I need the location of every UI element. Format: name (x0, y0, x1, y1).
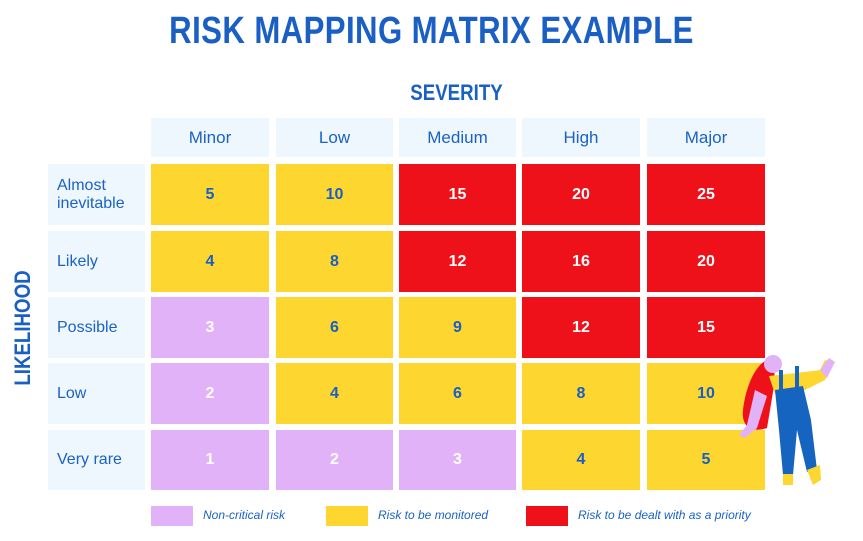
risk-cell: 3 (399, 430, 516, 490)
risk-cell: 16 (522, 231, 640, 292)
row-label: Likely (48, 231, 145, 292)
risk-cell: 6 (399, 363, 516, 424)
column-header: Medium (399, 118, 516, 157)
column-header: Low (276, 118, 393, 157)
risk-cell: 15 (647, 297, 765, 358)
risk-cell: 10 (276, 164, 393, 225)
row-label: Possible (48, 297, 145, 358)
risk-cell: 3 (151, 297, 269, 358)
column-header: Major (647, 118, 765, 157)
risk-cell: 15 (399, 164, 516, 225)
risk-cell: 10 (647, 363, 765, 424)
column-header: Minor (151, 118, 269, 157)
risk-cell: 4 (276, 363, 393, 424)
risk-cell: 4 (522, 430, 640, 490)
row-label: Low (48, 363, 145, 424)
risk-cell: 1 (151, 430, 269, 490)
legend-label: Risk to be monitored (378, 508, 489, 522)
legend-label: Non-critical risk (203, 508, 286, 522)
legend-swatch-low (151, 506, 193, 526)
column-header: High (522, 118, 640, 157)
row-label: Very rare (48, 430, 145, 490)
row-label: Almost inevitable (48, 164, 145, 225)
risk-cell: 8 (276, 231, 393, 292)
risk-cell: 20 (647, 231, 765, 292)
legend-label: Risk to be dealt with as a priority (578, 508, 751, 522)
severity-axis-label: SEVERITY (410, 80, 503, 105)
risk-cell: 6 (276, 297, 393, 358)
risk-cell: 2 (151, 363, 269, 424)
risk-cell: 20 (522, 164, 640, 225)
risk-cell: 12 (399, 231, 516, 292)
likelihood-axis-label: LIKELIHOOD (10, 270, 35, 386)
legend-swatch-mid (326, 506, 368, 526)
risk-cell: 9 (399, 297, 516, 358)
risk-cell: 2 (276, 430, 393, 490)
risk-cell: 12 (522, 297, 640, 358)
risk-cell: 5 (151, 164, 269, 225)
risk-cell: 4 (151, 231, 269, 292)
risk-cell: 25 (647, 164, 765, 225)
page-title: RISK MAPPING MATRIX EXAMPLE (169, 10, 694, 52)
woman-illustration (739, 355, 835, 485)
risk-cell: 8 (522, 363, 640, 424)
risk-cell: 5 (647, 430, 765, 490)
legend-swatch-high (526, 506, 568, 526)
